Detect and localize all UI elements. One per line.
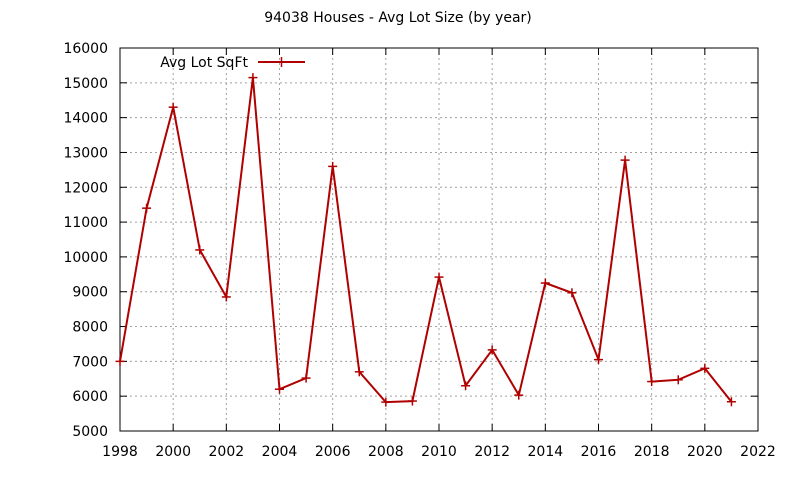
y-tick-label: 16000 [63,41,108,57]
x-tick-label: 2006 [315,444,351,460]
y-tick-label: 15000 [63,76,108,92]
y-tick-label: 14000 [63,111,108,127]
x-tick-label: 2012 [474,444,510,460]
y-tick-label: 8000 [72,320,108,336]
data-point [700,363,710,373]
data-point [514,390,524,400]
data-point [594,355,603,365]
data-point [726,397,736,407]
data-point [275,384,284,394]
data-point [673,375,683,385]
x-tick-label: 2018 [634,444,670,460]
y-tick-label: 13000 [63,145,108,161]
grid [120,48,758,431]
data-point [407,396,417,406]
y-tick-label: 7000 [72,354,108,370]
data-point [354,367,364,377]
data-point [248,73,258,83]
x-tick-label: 2004 [262,444,298,460]
data-point [168,102,178,112]
legend: Avg Lot SqFt [160,55,305,71]
y-tick-label: 10000 [63,250,108,266]
data-point [434,272,444,282]
x-tick-label: 1998 [102,444,138,460]
data-point [620,155,630,165]
y-tick-label: 9000 [72,285,108,301]
series-line [119,77,733,404]
y-tick-label: 12000 [63,180,108,196]
y-tick-label: 11000 [63,215,108,231]
data-point [461,381,471,391]
data-point [142,203,152,213]
data-point [647,377,657,387]
x-tick-label: 2014 [528,444,564,460]
x-tick-label: 2010 [421,444,457,460]
data-point [221,292,231,302]
data-point [195,245,205,255]
legend-label: Avg Lot SqFt [160,55,248,71]
data-point [115,356,125,366]
data-point [328,161,338,171]
x-tick-label: 2008 [368,444,404,460]
data-point [540,278,550,288]
data-point [487,345,497,355]
y-tick-label: 5000 [72,424,108,440]
data-point [567,288,577,298]
y-tick-label: 6000 [72,389,108,405]
x-tick-label: 2000 [155,444,191,460]
data-point [381,397,391,407]
x-tick-label: 2022 [740,444,776,460]
x-tick-label: 2016 [581,444,617,460]
plot-frame [119,47,759,432]
chart-title: 94038 Houses - Avg Lot Size (by year) [264,10,532,26]
data-point [301,373,311,383]
series-layer [115,73,736,407]
x-tick-label: 2020 [687,444,723,460]
tick-labels: 5000 6000 7000 8000 9000 10000 11000 12000 13000… [63,41,775,460]
x-tick-label: 2002 [209,444,245,460]
